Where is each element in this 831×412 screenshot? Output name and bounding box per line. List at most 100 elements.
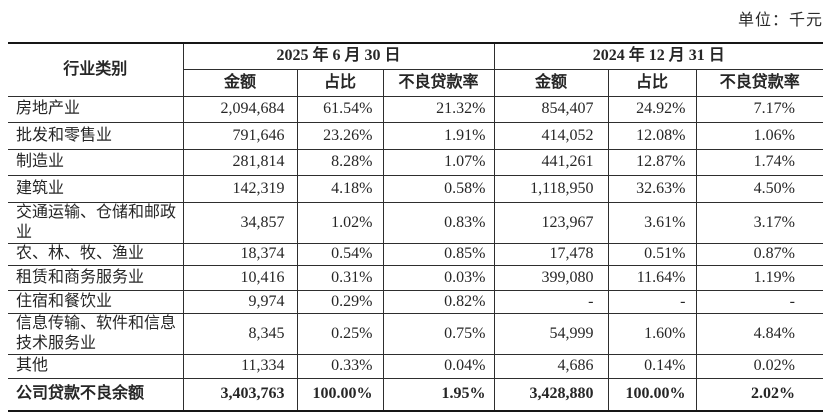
ratio-2025-cell: 4.18% — [296, 174, 384, 203]
industry-label: 农、林、牧、渔业 — [8, 242, 184, 266]
npl-2024-cell: 4.50% — [695, 174, 823, 203]
npl-2024-cell: 1.74% — [695, 148, 823, 176]
amount-2024-cell: 123,967 — [493, 201, 609, 244]
npl-2024-cell: 2.02% — [695, 377, 823, 412]
industry-label: 住宿和餐饮业 — [8, 289, 184, 314]
table-row: 住宿和餐饮业 9,974 0.29% 0.82% - - - — [8, 289, 823, 314]
ratio-2025-cell: 61.54% — [296, 95, 384, 123]
ratio-header-2025: 占比 — [296, 68, 384, 97]
table-row: 租赁和商务服务业 10,416 0.31% 0.03% 399,080 11.64% 1.1… — [8, 264, 823, 291]
ratio-2024-cell: 32.63% — [607, 174, 697, 203]
ratio-2024-cell: 12.87% — [607, 148, 697, 176]
ratio-2025-cell: 0.33% — [296, 353, 384, 379]
amount-2024-cell: - — [493, 289, 609, 314]
amount-2025-cell: 791,646 — [182, 121, 298, 150]
npl-ratio-header-2024: 不良贷款率 — [695, 68, 823, 97]
npl-2025-cell: 0.85% — [382, 242, 495, 266]
unit-label: 单位：千元 — [737, 12, 823, 29]
amount-2024-cell: 399,080 — [493, 264, 609, 291]
table-row: 交通运输、仓储和邮政业 34,857 1.02% 0.83% 123,967 3.61% 3… — [8, 201, 823, 244]
ratio-2025-cell: 1.02% — [296, 201, 384, 244]
amount-2024-cell: 854,407 — [493, 95, 609, 123]
amount-2025-cell: 10,416 — [182, 264, 298, 291]
ratio-2024-cell: 24.92% — [607, 95, 697, 123]
period-header-2025: 2025 年 6 月 30 日 — [182, 42, 495, 70]
industry-label: 其他 — [8, 353, 184, 379]
ratio-2024-cell: 0.14% — [607, 353, 697, 379]
ratio-2025-cell: 23.26% — [296, 121, 384, 150]
npl-2024-cell: 7.17% — [695, 95, 823, 123]
ratio-2024-cell: 100.00% — [607, 377, 697, 412]
ratio-2024-cell: 3.61% — [607, 201, 697, 244]
npl-2025-cell: 0.83% — [382, 201, 495, 244]
npl-2024-cell: 0.02% — [695, 353, 823, 379]
npl-2024-cell: 4.84% — [695, 312, 823, 355]
amount-2024-cell: 414,052 — [493, 121, 609, 150]
industry-label: 制造业 — [8, 148, 184, 176]
npl-2025-cell: 1.91% — [382, 121, 495, 150]
npl-2024-cell: 3.17% — [695, 201, 823, 244]
ratio-2025-cell: 0.29% — [296, 289, 384, 314]
ratio-2024-cell: 12.08% — [607, 121, 697, 150]
npl-2025-cell: 1.07% — [382, 148, 495, 176]
amount-2025-cell: 281,814 — [182, 148, 298, 176]
table-row: 建筑业 142,319 4.18% 0.58% 1,118,950 32.63% 4.50% — [8, 174, 823, 203]
npl-2025-cell: 0.82% — [382, 289, 495, 314]
period-header-row: 行业类别 2025 年 6 月 30 日 2024 年 12 月 31 日 — [8, 42, 823, 97]
amount-2025-cell: 3,403,763 — [182, 377, 298, 412]
ratio-2024-cell: 1.60% — [607, 312, 697, 355]
amount-2025-cell: 142,319 — [182, 174, 298, 203]
ratio-2025-cell: 0.31% — [296, 264, 384, 291]
npl-2024-cell: 0.87% — [695, 242, 823, 266]
amount-2024-cell: 4,686 — [493, 353, 609, 379]
total-row: 公司贷款不良余额 3,403,763 100.00% 1.95% 3,428,880 10… — [8, 377, 823, 412]
ratio-2025-cell: 0.25% — [296, 312, 384, 355]
amount-2024-cell: 17,478 — [493, 242, 609, 266]
amount-2024-cell: 1,118,950 — [493, 174, 609, 203]
ratio-2025-cell: 100.00% — [296, 377, 384, 412]
industry-label: 公司贷款不良余额 — [8, 377, 184, 412]
table-row: 信息传输、软件和信息技术服务业 8,345 0.25% 0.75% 54,999 1.60… — [8, 312, 823, 355]
industry-column-header: 行业类别 — [8, 42, 184, 97]
npl-2025-cell: 0.03% — [382, 264, 495, 291]
industry-label: 租赁和商务服务业 — [8, 264, 184, 291]
npl-2025-cell: 0.04% — [382, 353, 495, 379]
amount-2025-cell: 9,974 — [182, 289, 298, 314]
npl-2024-cell: 1.19% — [695, 264, 823, 291]
amount-2024-cell: 54,999 — [493, 312, 609, 355]
npl-2025-cell: 0.75% — [382, 312, 495, 355]
ratio-2024-cell: 0.51% — [607, 242, 697, 266]
npl-2024-cell: 1.06% — [695, 121, 823, 150]
npl-2025-cell: 1.95% — [382, 377, 495, 412]
amount-2024-cell: 441,261 — [493, 148, 609, 176]
table-body: 房地产业 2,094,684 61.54% 21.32% 854,407 24.92% 7.… — [8, 95, 823, 412]
ratio-2025-cell: 8.28% — [296, 148, 384, 176]
ratio-header-2024: 占比 — [607, 68, 697, 97]
period-header-2024: 2024 年 12 月 31 日 — [493, 42, 823, 70]
amount-2025-cell: 34,857 — [182, 201, 298, 244]
industry-label: 房地产业 — [8, 95, 184, 123]
table-header: 行业类别 2025 年 6 月 30 日 2024 年 12 月 31 日 金额… — [8, 42, 823, 97]
industry-label: 建筑业 — [8, 174, 184, 203]
amount-2025-cell: 18,374 — [182, 242, 298, 266]
table-row: 房地产业 2,094,684 61.54% 21.32% 854,407 24.92% 7.… — [8, 95, 823, 123]
amount-header-2025: 金额 — [183, 68, 298, 97]
table-row: 农、林、牧、渔业 18,374 0.54% 0.85% 17,478 0.51% 0.87% — [8, 242, 823, 266]
npl-2025-cell: 21.32% — [382, 95, 495, 123]
table-row: 其他 11,334 0.33% 0.04% 4,686 0.14% 0.02% — [8, 353, 823, 379]
industry-label: 批发和零售业 — [8, 121, 184, 150]
npl-ratio-header-2025: 不良贷款率 — [382, 68, 495, 97]
industry-label: 交通运输、仓储和邮政业 — [8, 201, 184, 244]
amount-2025-cell: 2,094,684 — [182, 95, 298, 123]
amount-2024-cell: 3,428,880 — [493, 377, 609, 412]
npl-2024-cell: - — [695, 289, 823, 314]
table-row: 批发和零售业 791,646 23.26% 1.91% 414,052 12.08% 1.0… — [8, 121, 823, 150]
amount-2025-cell: 8,345 — [182, 312, 298, 355]
ratio-2024-cell: - — [607, 289, 697, 314]
loans-by-industry-table: 行业类别 2025 年 6 月 30 日 2024 年 12 月 31 日 金额… — [8, 42, 823, 412]
amount-header-2024: 金额 — [493, 68, 609, 97]
ratio-2024-cell: 11.64% — [607, 264, 697, 291]
table-row: 制造业 281,814 8.28% 1.07% 441,261 12.87% 1.74% — [8, 148, 823, 176]
industry-label: 信息传输、软件和信息技术服务业 — [8, 312, 184, 355]
